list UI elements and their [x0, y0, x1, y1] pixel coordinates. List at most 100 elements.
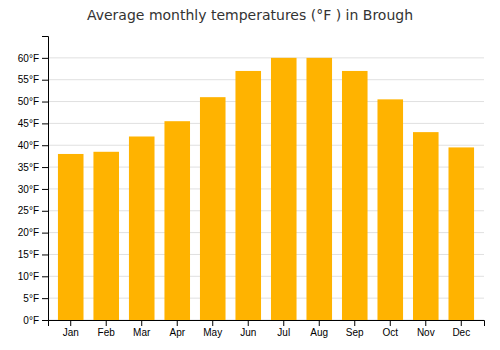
tick: Jun	[240, 320, 256, 338]
chart: Average monthly temperatures (°F ) in Br…	[0, 0, 500, 350]
tick-mark	[212, 320, 213, 326]
x-axis: Jan Feb Mar Apr May Jun Jul Aug Sep Oct Nov Dec	[49, 320, 485, 338]
axis-line	[49, 321, 485, 327]
tick-mark	[42, 145, 48, 146]
tick-label: 55°F	[18, 74, 39, 85]
tick-label: May	[203, 327, 222, 338]
tick-mark	[354, 320, 355, 326]
tick-mark	[390, 320, 391, 326]
tick-label: Dec	[452, 327, 470, 338]
tick-label: 5°F	[23, 293, 39, 304]
plot: 0°F 5°F 10°F 15°F 20°F 25°F 30°F 35°F 40°F 45°F 50…	[18, 37, 485, 339]
grid-line	[48, 123, 484, 124]
tick-mark	[42, 58, 48, 59]
tick: 55°F	[18, 74, 48, 85]
tick-mark	[42, 80, 48, 81]
tick-mark	[42, 123, 48, 124]
tick-label: Feb	[98, 327, 116, 338]
grid	[48, 58, 484, 320]
tick-label: Mar	[133, 327, 151, 338]
grid-line	[48, 101, 484, 102]
tick-label: Nov	[417, 327, 435, 338]
tick: 30°F	[18, 184, 48, 195]
tick-mark	[42, 254, 48, 255]
tick-mark	[106, 320, 107, 326]
bar	[93, 152, 119, 320]
tick-mark	[248, 320, 249, 326]
tick: 15°F	[18, 249, 48, 260]
bar	[235, 71, 261, 320]
tick-mark	[461, 320, 462, 326]
tick: 5°F	[23, 293, 48, 304]
tick-label: 50°F	[18, 96, 39, 107]
tick-mark	[141, 320, 142, 326]
tick: Sep	[346, 320, 364, 338]
tick-label: 25°F	[18, 205, 39, 216]
tick: 40°F	[18, 140, 48, 151]
tick: Nov	[417, 320, 435, 338]
tick: May	[203, 320, 222, 338]
tick-mark	[319, 320, 320, 326]
tick: 35°F	[18, 162, 48, 173]
tick-label: 30°F	[18, 184, 39, 195]
bar	[58, 154, 84, 320]
tick-mark	[425, 320, 426, 326]
tick-mark	[42, 276, 48, 277]
tick: 0°F	[23, 315, 48, 326]
tick: 50°F	[18, 96, 48, 107]
tick-label: Apr	[169, 327, 185, 338]
tick-label: 10°F	[18, 271, 39, 282]
tick-label: Jan	[63, 327, 79, 338]
tick: 25°F	[18, 205, 48, 216]
tick-mark	[42, 320, 48, 321]
tick: Jul	[277, 320, 290, 338]
bar	[306, 58, 332, 320]
tick-mark	[70, 320, 71, 326]
tick-label: Oct	[382, 327, 398, 338]
tick-mark	[42, 102, 48, 103]
tick: Feb	[98, 320, 116, 338]
grid-line	[48, 57, 484, 58]
tick-label: Sep	[346, 327, 364, 338]
bar	[164, 121, 190, 320]
bar	[377, 99, 403, 320]
tick-label: Aug	[310, 327, 328, 338]
tick: Aug	[310, 320, 328, 338]
tick-label: 45°F	[18, 118, 39, 129]
tick: 20°F	[18, 227, 48, 238]
tick-mark	[42, 298, 48, 299]
tick-mark	[42, 167, 48, 168]
bar	[129, 136, 155, 320]
tick-label: Jul	[277, 327, 290, 338]
tick-label: 0°F	[23, 315, 39, 326]
tick-label: 40°F	[18, 140, 39, 151]
tick-label: 35°F	[18, 162, 39, 173]
tick-mark	[42, 233, 48, 234]
tick-label: Jun	[240, 327, 256, 338]
tick: Oct	[382, 320, 398, 338]
tick: 45°F	[18, 118, 48, 129]
bar	[200, 97, 226, 320]
y-axis: 0°F 5°F 10°F 15°F 20°F 25°F 30°F 35°F 40°F 45°F 50…	[18, 37, 49, 326]
tick: 60°F	[18, 53, 48, 64]
grid-line	[48, 79, 484, 80]
bar	[413, 132, 439, 320]
bar	[342, 71, 368, 320]
tick-mark	[283, 320, 284, 326]
bar	[271, 58, 297, 320]
tick-mark	[177, 320, 178, 326]
axis-line	[42, 37, 49, 321]
tick-label: 20°F	[18, 227, 39, 238]
tick: 10°F	[18, 271, 48, 282]
bar	[448, 147, 474, 320]
bars	[58, 58, 474, 320]
tick: Apr	[169, 320, 185, 338]
tick-label: 15°F	[18, 249, 39, 260]
title: Average monthly temperatures (°F ) in Br…	[87, 7, 413, 23]
tick-label: 60°F	[18, 53, 39, 64]
tick-mark	[42, 211, 48, 212]
tick: Jan	[63, 320, 79, 338]
tick: Mar	[133, 320, 151, 338]
tick-mark	[42, 189, 48, 190]
tick: Dec	[452, 320, 470, 338]
